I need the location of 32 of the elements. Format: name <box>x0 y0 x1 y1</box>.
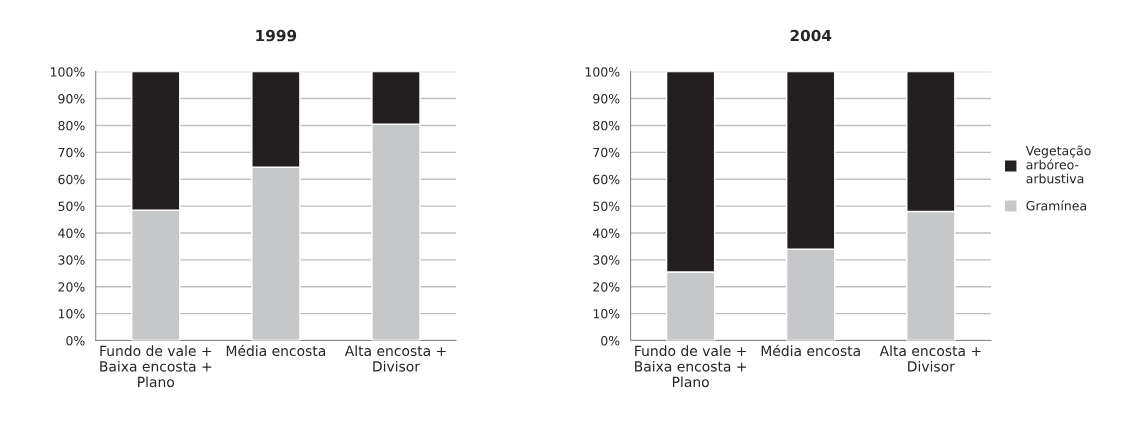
y-tick-label: 90% <box>58 94 85 104</box>
y-tick-label: 20% <box>593 282 620 292</box>
y-tick-label: 100% <box>50 67 85 77</box>
x-tick-label: Média encosta <box>226 344 326 357</box>
x-tick-label: Média encosta <box>761 344 860 357</box>
legend-label: Gramínea <box>1026 200 1087 211</box>
chart-title: 1999 <box>256 29 297 42</box>
y-tick-label: 30% <box>58 255 85 265</box>
y-tick-label: 80% <box>58 120 85 131</box>
y-tick-label: 80% <box>593 120 620 131</box>
x-tick-label: Alta encosta + Divisor <box>879 345 981 372</box>
y-tick-label: 90% <box>593 94 620 104</box>
y-tick-label: 20% <box>58 282 85 292</box>
legend-label: Vegetação arbóreo- arbustiva <box>1025 145 1091 184</box>
y-tick-label: 100% <box>585 67 620 77</box>
y-tick-label: 10% <box>58 309 85 319</box>
y-tick-label: 0% <box>66 335 85 346</box>
y-tick-label: 10% <box>593 309 620 319</box>
y-tick-label: 70% <box>58 147 85 158</box>
y-tick-label: 60% <box>593 174 620 185</box>
x-tick-label: Fundo de vale + Baixa encosta + Plano <box>635 345 747 388</box>
chart-title: 2004 <box>790 29 832 42</box>
x-tick-label: Fundo de vale + Baixa encosta + Plano <box>100 345 212 388</box>
y-tick-label: 50% <box>593 201 620 212</box>
y-tick-label: 40% <box>592 228 620 238</box>
y-tick-label: 0% <box>601 335 620 346</box>
x-tick-label: Alta encosta + Divisor <box>344 345 446 372</box>
y-tick-label: 70% <box>593 147 620 158</box>
y-tick-label: 60% <box>58 174 85 185</box>
y-tick-label: 30% <box>593 255 620 265</box>
y-tick-label: 50% <box>58 201 85 212</box>
y-tick-label: 40% <box>58 228 85 238</box>
